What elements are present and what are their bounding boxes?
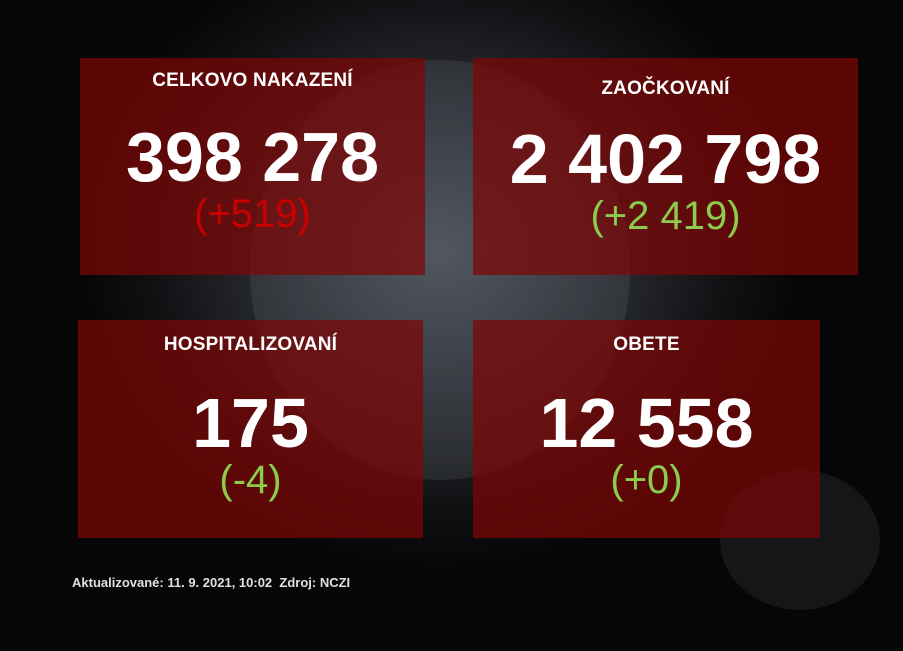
- card-value: 2 402 798: [509, 120, 822, 198]
- card-title: CELKOVO NAKAZENÍ: [152, 70, 353, 91]
- card-value: 175: [192, 384, 309, 462]
- updated-timestamp: Aktualizované: 11. 9. 2021, 10:02: [72, 575, 273, 590]
- card-value: 12 558: [539, 384, 754, 462]
- card-delta: (+519): [194, 192, 311, 236]
- data-source: Zdroj: NCZI: [279, 575, 351, 590]
- card-value: 398 278: [125, 118, 380, 196]
- card-title: OBETE: [613, 334, 680, 355]
- card-vaccinated: ZAOČKOVANÍ 2 402 798 (+2 419): [473, 58, 858, 275]
- card-delta: (+2 419): [590, 194, 741, 238]
- card-infected: CELKOVO NAKAZENÍ 398 278 (+519): [80, 58, 425, 275]
- card-delta: (-4): [219, 458, 282, 502]
- card-title: HOSPITALIZOVANÍ: [163, 334, 338, 355]
- card-title: ZAOČKOVANÍ: [601, 78, 730, 99]
- card-deaths: OBETE 12 558 (+0): [473, 320, 820, 538]
- card-hospitalized: HOSPITALIZOVANÍ 175 (-4): [78, 320, 423, 538]
- footer: Aktualizované: 11. 9. 2021, 10:02 Zdroj:…: [72, 575, 350, 590]
- card-delta: (+0): [610, 458, 683, 502]
